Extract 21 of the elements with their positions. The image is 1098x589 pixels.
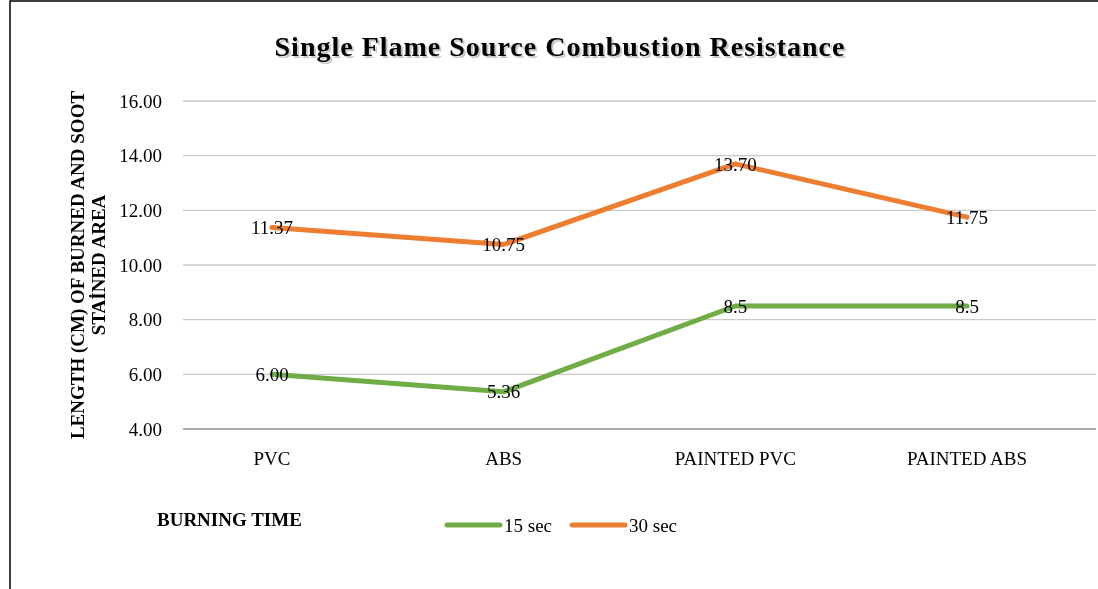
x-tick-label: PAINTED PVC xyxy=(674,448,796,469)
legend-label: 15 sec xyxy=(504,514,553,536)
data-label: 8.5 xyxy=(955,295,979,317)
data-label: 11.37 xyxy=(250,217,294,239)
y-tick-label: 16.00 xyxy=(119,90,162,112)
x-tick-label: ABS xyxy=(485,448,523,469)
y-axis-title: LENGTH (CM) OF BURNED AND SOOT STAİNED AREA xyxy=(67,90,109,440)
data-label: 11.75 xyxy=(945,206,989,228)
legend-title: BURNING TIME xyxy=(157,509,302,530)
x-tick-label: PVC xyxy=(253,448,291,469)
y-tick-label: 10.00 xyxy=(119,254,162,276)
x-tick-label: PAINTED ABS xyxy=(906,448,1028,469)
y-tick-label: 8.00 xyxy=(128,309,162,331)
legend-label: 30 sec xyxy=(629,514,678,536)
chart-title: Single Flame Source Combustion Resistance xyxy=(276,33,848,64)
data-label: 8.5 xyxy=(723,295,748,317)
data-label: 6.00 xyxy=(255,363,289,385)
y-tick-label: 4.00 xyxy=(128,418,162,440)
y-tick-label: 6.00 xyxy=(128,363,162,385)
y-tick-label: 12.00 xyxy=(119,199,162,221)
y-tick-label: 14.00 xyxy=(119,145,162,167)
